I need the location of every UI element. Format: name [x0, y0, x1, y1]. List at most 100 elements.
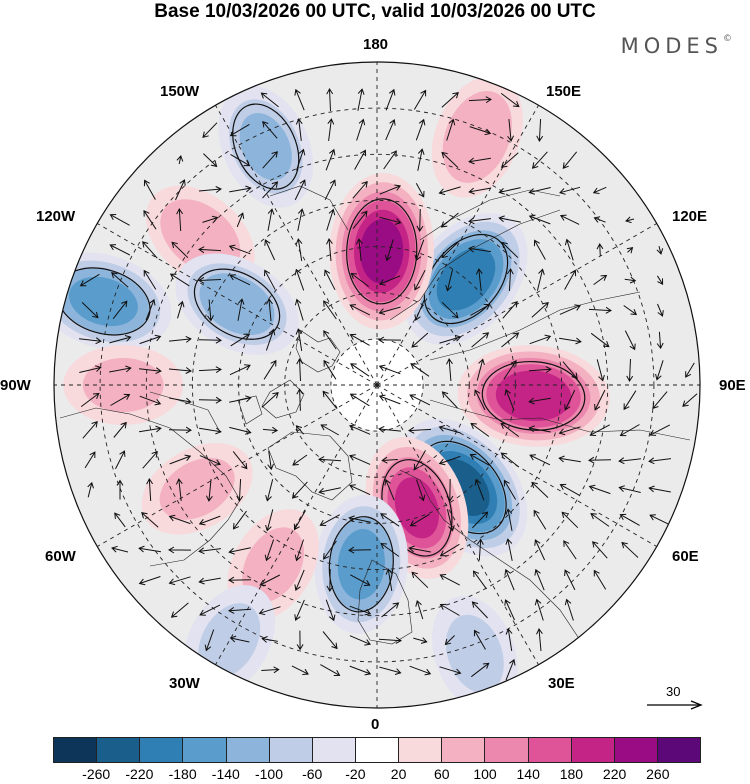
- wind-arrow: [296, 388, 304, 411]
- wind-arrow: [439, 334, 462, 344]
- wind-arrow: [232, 510, 247, 530]
- wind-arrow: [528, 397, 551, 405]
- wind-arrow: [682, 393, 698, 407]
- wind-arrow: [326, 208, 336, 231]
- colorbar-label: 60: [434, 766, 450, 782]
- wind-arrow: [413, 89, 427, 110]
- anomaly-contour-fill: [495, 370, 572, 422]
- wind-arrow: [143, 269, 157, 290]
- wind-arrow: [84, 451, 96, 469]
- wind-arrow: [498, 187, 521, 195]
- wind-arrow: [564, 569, 576, 591]
- wind-arrow: [264, 269, 276, 290]
- colorbar-labels: -260 -220 -180 -140 -100 -60 -20 20 60 100 140 180 2…: [0, 766, 750, 784]
- wind-arrow: [319, 514, 340, 526]
- wind-arrow: [168, 576, 191, 586]
- wind-arrow: [588, 456, 612, 464]
- wind-arrow: [619, 513, 640, 526]
- wind-arrow: [202, 215, 219, 223]
- lon-label-0: 0: [371, 716, 380, 733]
- wind-arrow: [323, 300, 337, 320]
- wind-arrow: [294, 268, 305, 291]
- colorbar-label: -100: [254, 766, 284, 782]
- coastline-north-america: [59, 391, 241, 567]
- wind-arrow: [296, 148, 306, 171]
- wind-arrow: [324, 269, 336, 291]
- wind-arrow: [590, 332, 610, 348]
- wind-arrow: [378, 336, 402, 344]
- wind-arrow: [356, 118, 366, 141]
- wind-arrow: [439, 666, 462, 676]
- wind-arrow: [588, 484, 611, 495]
- wind-arrow: [381, 602, 400, 618]
- anomaly-contour-line: [423, 233, 509, 325]
- wind-arrow: [564, 238, 574, 261]
- colorbar-label: 140: [516, 766, 540, 782]
- wind-arrow: [657, 303, 664, 317]
- wind-arrow: [176, 208, 184, 232]
- wind-arrow: [295, 425, 304, 435]
- wind-arrow: [171, 241, 189, 259]
- wind-arrow: [378, 364, 401, 375]
- wind-arrow: [444, 635, 455, 646]
- wind-arrow: [472, 570, 487, 590]
- wind-arrow: [625, 216, 635, 224]
- wind-arrow: [110, 393, 131, 406]
- wind-arrow: [500, 152, 519, 168]
- wind-arrow: [139, 425, 162, 433]
- anomaly-contour-line: [346, 198, 418, 305]
- wind-arrow: [471, 332, 490, 348]
- wind-arrow: [168, 514, 191, 525]
- wind-arrow: [505, 658, 516, 681]
- wind-arrow: [378, 425, 401, 433]
- wind-arrow: [414, 299, 425, 321]
- wind-arrow: [199, 455, 221, 466]
- wind-arrow: [350, 574, 371, 586]
- wind-arrow: [507, 119, 515, 142]
- wind-arrow: [109, 335, 132, 344]
- wind-arrow: [229, 395, 252, 403]
- wind-arrow: [198, 246, 222, 254]
- wind-arrow: [228, 547, 251, 555]
- wind-arrow: [265, 328, 276, 351]
- colorbar-label: 20: [390, 766, 407, 782]
- wind-arrow: [265, 509, 274, 532]
- wind-arrow: [378, 394, 401, 405]
- wind-arrow: [261, 666, 280, 674]
- wind-arrow: [378, 306, 401, 315]
- wind-arrow: [349, 484, 371, 496]
- wind-arrow: [259, 574, 281, 586]
- wind-arrow: [500, 422, 520, 437]
- wind-arrow: [322, 631, 338, 650]
- wind-arrow: [263, 359, 277, 380]
- wind-arrow: [115, 450, 126, 470]
- wind-arrow: [531, 481, 549, 498]
- wind-arrow: [355, 238, 363, 261]
- wind-arrow: [380, 513, 400, 527]
- wind-arrow: [469, 453, 490, 466]
- wind-arrow: [536, 118, 544, 142]
- wind-arrow: [139, 367, 162, 375]
- wind-arrow: [142, 241, 158, 259]
- lon-label-120e: 120E: [672, 208, 708, 225]
- colorbar-label: -260: [82, 766, 111, 782]
- wind-arrow: [228, 244, 251, 255]
- wind-arrow: [470, 303, 491, 316]
- wind-arrow: [384, 239, 394, 262]
- vector-scale-arrow-icon: [647, 700, 703, 710]
- wind-arrow: [295, 238, 303, 261]
- wind-arrow: [230, 333, 251, 347]
- wind-arrow: [199, 604, 221, 616]
- wind-arrow: [564, 389, 576, 411]
- wind-arrow: [441, 151, 459, 168]
- wind-arrow: [237, 298, 245, 321]
- wind-arrow: [264, 239, 276, 261]
- wind-arrow: [260, 92, 279, 108]
- wind-arrow: [409, 394, 431, 406]
- wind-arrow: [175, 478, 183, 501]
- wind-arrow: [533, 239, 546, 260]
- wind-arrow: [82, 420, 98, 439]
- wind-arrow: [294, 88, 305, 111]
- wind-arrow: [411, 332, 429, 348]
- wind-arrow: [228, 576, 252, 584]
